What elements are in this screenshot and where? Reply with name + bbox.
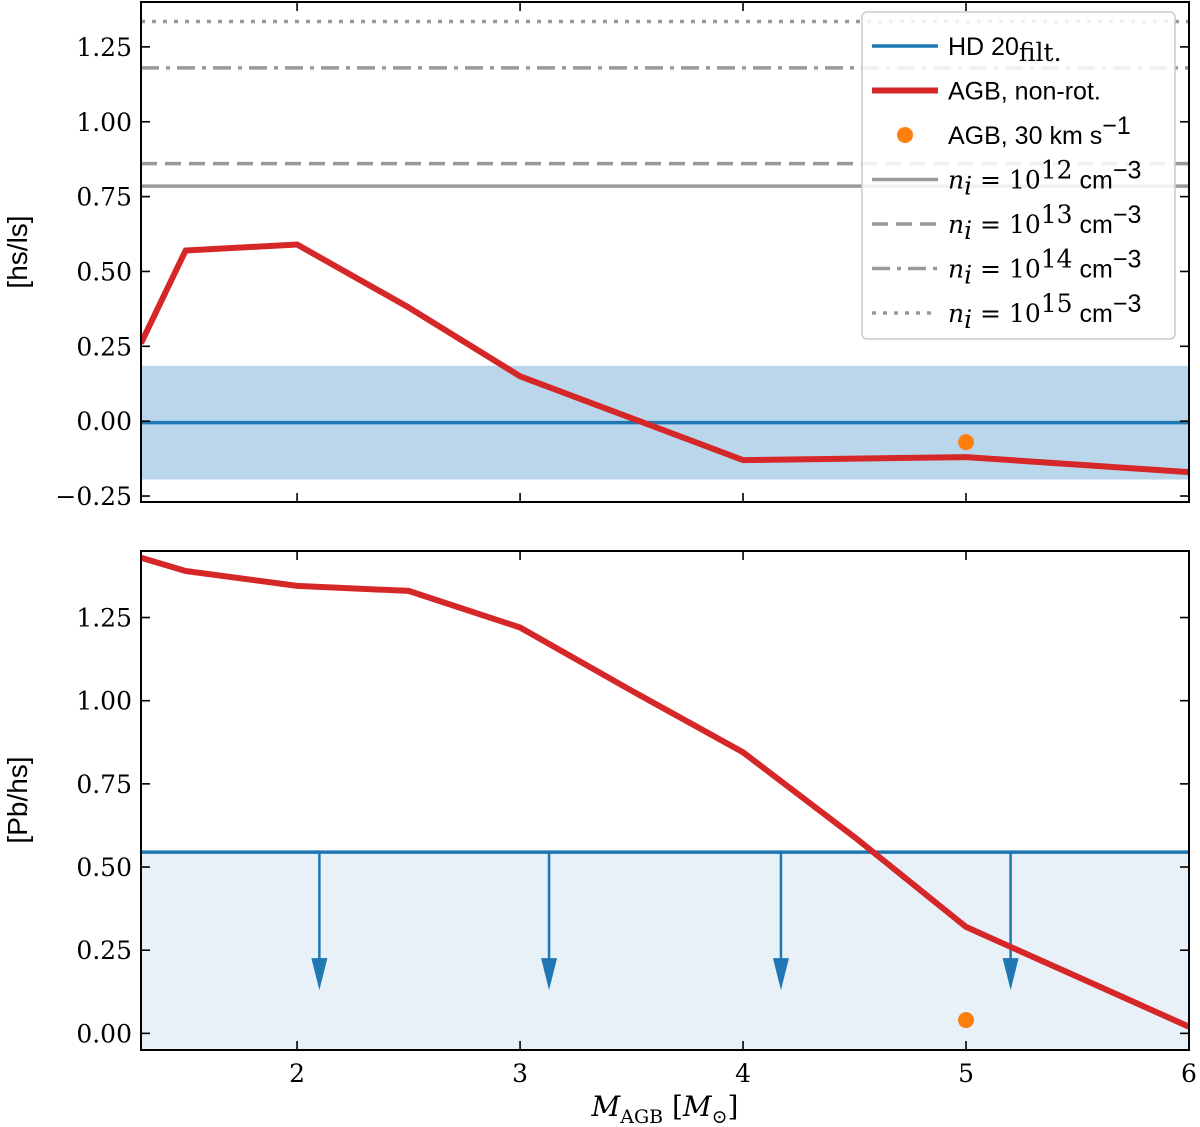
legend-entry-3-label: ni = 1012 cm−3 (948, 156, 1141, 201)
top-y-axis-label: [hs/ls] (2, 215, 33, 288)
bottom-y-tick-label-1: 0.25 (76, 936, 132, 965)
legend-entry-6-label: ni = 1015 cm−3 (948, 289, 1141, 334)
bottom-y-tick-label-0: 0.00 (76, 1019, 132, 1048)
bottom-x-tick-label-6: 6 (1181, 1059, 1197, 1088)
legend-box (861, 11, 1176, 340)
bottom-y-tick-label-4: 1.00 (76, 687, 132, 716)
bottom-y-axis-label: [Pb/hs] (2, 756, 33, 843)
top-y-tick-label-4: 0.75 (76, 183, 132, 212)
x-axis-label: MAGB [M⊙] (591, 1090, 739, 1127)
bottom-point-agb-rot-0 (958, 1012, 975, 1029)
bottom-plot-area (141, 554, 1189, 1050)
bottom-upper-limit-region (141, 852, 1189, 1050)
bottom-x-tick-label-5: 5 (958, 1059, 974, 1088)
legend-entry-2-label: AGB, 30 km s−1 (948, 112, 1131, 150)
bottom-x-tick-label-4: 4 (735, 1059, 751, 1088)
bottom-upper-limit-arrow-head-1 (541, 958, 558, 991)
top-axes-frame (140, 1, 1190, 503)
top-series-line-agb-nonrot (141, 241, 1189, 476)
bottom-x-tick-label-3: 3 (512, 1059, 528, 1088)
bottom-upper-limit-arrow-head-2 (772, 958, 789, 991)
top-y-tick-label-6: 1.25 (76, 33, 132, 62)
bottom-series-line-agb-nonrot (141, 554, 1189, 1030)
legend-entry-5-label: ni = 1014 cm−3 (948, 245, 1141, 290)
top-panel: −0.25 0.00 0.25 0.50 0.75 1.00 1.25 HD 20filt. A… (55, 1, 1190, 511)
bottom-upper-limit-arrow-head-3 (1002, 958, 1019, 991)
top-y-tick-label-1: 0.00 (76, 407, 132, 436)
legend-entry-4-label: ni = 1013 cm−3 (948, 200, 1141, 245)
top-y-tick-label-5: 1.00 (76, 108, 132, 137)
top-point-agb-rot-0 (958, 434, 975, 451)
bottom-upper-limit-arrow-head-0 (311, 958, 328, 991)
legend-entry-0-label: HD 20filt. (948, 33, 1062, 67)
bottom-panel: 2 3 4 5 6 0.00 0.25 0.50 0.75 1.00 1.25 (76, 550, 1197, 1088)
bottom-x-tick-label-2: 2 (289, 1059, 305, 1088)
legend-entry-2-handle (897, 127, 913, 143)
top-y-tick-label-2: 0.25 (76, 332, 132, 361)
top-y-tick-label-0: −0.25 (55, 482, 132, 511)
legend: HD 20filt. AGB, non-rot. AGB, 30 km s−1 ni … (861, 11, 1176, 340)
legend-entry-1-label: AGB, non-rot. (948, 78, 1101, 106)
bottom-y-tick-label-2: 0.50 (76, 853, 132, 882)
top-y-tick-label-3: 0.50 (76, 257, 132, 286)
bottom-y-tick-label-3: 0.75 (76, 770, 132, 799)
bottom-y-tick-label-5: 1.25 (76, 604, 132, 633)
bottom-axes-frame (140, 550, 1190, 1051)
